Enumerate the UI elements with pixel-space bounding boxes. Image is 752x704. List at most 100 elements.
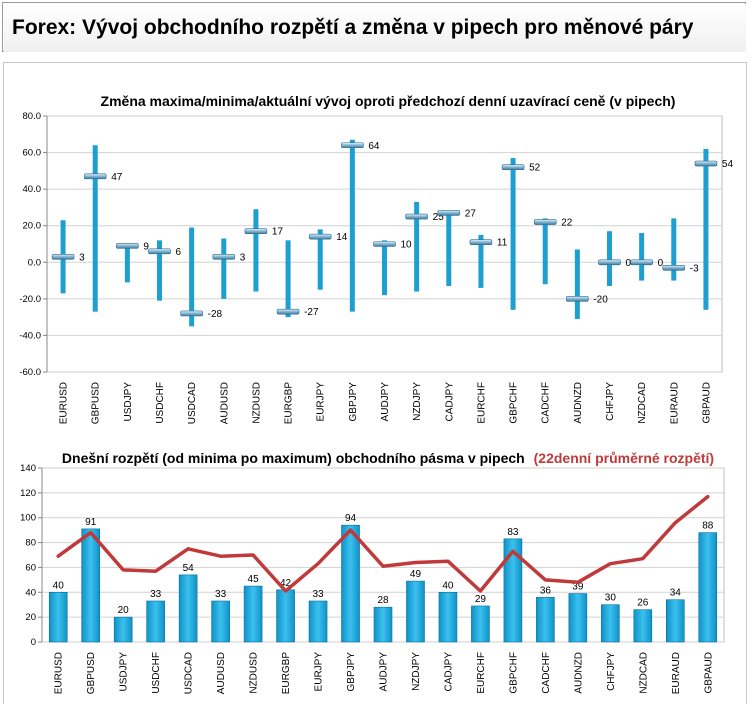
chart1-data-label: 3 — [240, 252, 246, 263]
chart1-current-marker — [694, 160, 718, 167]
chart1-range-bar — [574, 249, 580, 319]
chart1-range-bar — [446, 211, 452, 287]
chart1-current-marker — [437, 210, 461, 216]
chart2-y-tick-label: 80 — [25, 538, 36, 549]
chart2-bar — [178, 574, 198, 643]
chart1-current-marker — [469, 239, 493, 245]
chart2-avg22-line — [56, 494, 710, 593]
chart2-category-label: GBPCHF — [508, 652, 519, 694]
chart2-data-label: 42 — [280, 578, 292, 589]
chart1-current-marker — [148, 248, 171, 255]
chart1-category-label: EURUSD — [59, 382, 70, 424]
chart1-range-bar — [478, 234, 484, 288]
chart1-range-bar — [703, 148, 709, 310]
chart2-bar — [211, 600, 230, 643]
chart2-data-label: 26 — [637, 598, 649, 609]
chart2-bar — [406, 580, 425, 643]
chart1-data-label: 14 — [336, 232, 348, 243]
chart1-data-label: -28 — [208, 309, 223, 320]
chart2-y-tick-label: 0 — [31, 637, 36, 648]
chart2-bar — [113, 616, 133, 643]
chart2-y-tick-label: 40 — [25, 587, 36, 598]
chart2-data-label: 30 — [605, 593, 617, 604]
chart1-data-label: 27 — [465, 208, 477, 219]
chart1-range-bar — [414, 201, 420, 292]
chart1-range-bar — [189, 227, 195, 327]
chart2-category-label: EURJPY — [314, 652, 325, 692]
chart2-data-label: 39 — [572, 582, 584, 593]
chart1-current-marker — [212, 254, 236, 260]
chart2-data-label: 49 — [410, 569, 422, 580]
chart2-data-label: 33 — [215, 589, 227, 600]
page-title: Forex: Vývoj obchodního rozpětí a změna … — [12, 16, 694, 39]
chart1-y-tick-label: 0.0 — [28, 257, 41, 268]
chart1-range-bar — [157, 240, 162, 301]
chart2-title-main: Dnešní rozpětí (od minima po maximum) ob… — [62, 450, 525, 466]
chart1-category-label: CADJPY — [444, 382, 455, 422]
chart1-data-label: 0 — [658, 258, 664, 269]
chart1-data-label: 11 — [497, 238, 508, 249]
chart2-data-label: 91 — [85, 517, 97, 528]
chart2-category-label: GBPUSD — [86, 652, 97, 694]
chart2-bar — [438, 591, 458, 643]
chart1-current-marker — [180, 310, 203, 317]
chart2-bar — [276, 589, 295, 643]
chart1-category-label: AUDUSD — [219, 382, 230, 424]
chart1-y-tick-label: -40.0 — [19, 330, 41, 341]
chart1-current-marker — [566, 296, 589, 302]
chart2-bar — [373, 606, 393, 643]
chart2-bar — [471, 605, 490, 643]
chart1-y-tick-label: 40.0 — [23, 184, 42, 195]
chart2-bar — [81, 528, 101, 643]
chart1-data-label: 64 — [368, 141, 380, 152]
chart2-bar — [503, 538, 523, 643]
chart2-bar — [568, 593, 588, 643]
chart2-category-label: USDCAD — [184, 652, 195, 694]
chart1-current-marker — [501, 164, 525, 170]
chart2-category-label: USDCHF — [151, 652, 162, 694]
chart1-current-marker — [51, 254, 75, 260]
chart2-category-label: NZDCAD — [638, 652, 649, 694]
chart2-bar — [536, 596, 555, 643]
chart1-y-tick-label: -20.0 — [19, 294, 41, 305]
chart2-y-tick-label: 120 — [20, 488, 36, 499]
chart2-y-tick-label: 140 — [20, 463, 36, 474]
chart1-current-marker — [83, 173, 107, 180]
chart2-data-label: 36 — [540, 585, 552, 596]
chart2-title: Dnešní rozpětí (od minima po maximum) ob… — [62, 450, 714, 466]
chart2-data-label: 45 — [248, 574, 260, 585]
chart2-y-tick-label: 60 — [25, 562, 36, 573]
chart2-category-label: AUDJPY — [379, 652, 390, 692]
chart1-current-marker — [116, 243, 139, 249]
chart2-category-label: EURUSD — [54, 652, 65, 694]
chart1-data-label: 17 — [272, 227, 284, 238]
chart2-y-tick-label: 100 — [20, 513, 36, 524]
chart2-category-label: EURAUD — [671, 652, 682, 694]
chart1-data-label: -3 — [690, 263, 699, 274]
chart1-category-label: EURAUD — [669, 382, 680, 424]
chart1-category-label: EURCHF — [476, 382, 487, 424]
chart2-category-label: NZDJPY — [411, 652, 422, 691]
chart1-category-label: EURJPY — [316, 382, 327, 422]
chart2-category-label: CADJPY — [443, 652, 454, 692]
chart1-category-label: EURGBP — [284, 382, 295, 425]
chart1-current-marker — [276, 308, 300, 315]
chart1-y-tick-label: 80.0 — [23, 111, 42, 122]
chart2-bar — [341, 524, 360, 643]
chart2-title-avg: (22denní průměrné rozpětí) — [534, 450, 714, 466]
chart2-bar — [308, 600, 328, 643]
chart2-bar — [243, 585, 263, 643]
chart2-category-label: CHFJPY — [606, 652, 617, 691]
chart1-data-label: 9 — [143, 241, 149, 252]
chart1-category-label: USDJPY — [123, 382, 134, 422]
chart1-category-label: NZDCAD — [637, 382, 648, 424]
chart2-category-label: GBPJPY — [346, 652, 357, 692]
chart2-data-label: 40 — [53, 580, 65, 591]
chart1-range-bar — [253, 209, 259, 292]
chart1-data-label: 10 — [401, 240, 413, 251]
chart1-current-marker — [308, 233, 332, 240]
chart2-data-label: 20 — [118, 605, 130, 616]
chart1-range-bar — [639, 233, 645, 281]
